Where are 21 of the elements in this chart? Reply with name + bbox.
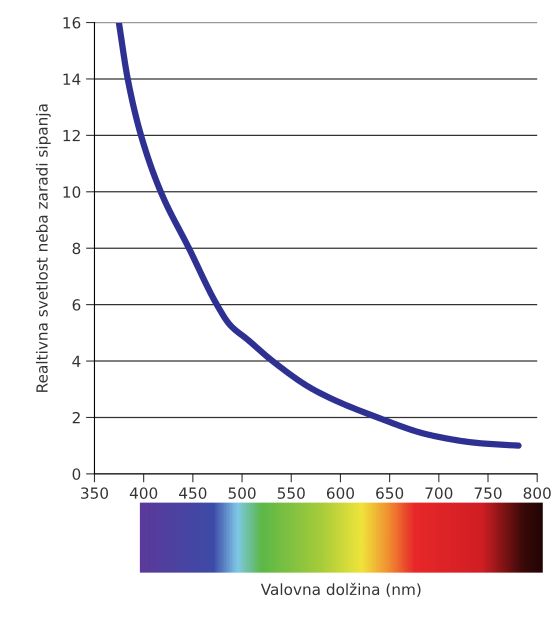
y-tick-label: 10 [64,186,80,198]
y-tick-label: 2 [72,412,80,424]
x-tick-label: 800 [524,487,551,499]
y-tick-label: 4 [72,356,80,367]
x-tick-label: 550 [278,487,305,499]
x-tick-label: 350 [81,487,108,499]
y-tick-label: 12 [64,130,80,142]
x-tick-label: 650 [376,487,404,499]
x-tick-label: 500 [228,487,256,499]
y-tick-label: 6 [72,299,80,311]
text: Valovna dolžina (nm) [260,582,421,597]
y-tick-label: 16 [64,17,80,29]
x-tick-label: 600 [326,487,354,499]
x-tick-label: 400 [130,487,158,499]
x-tick-label: 450 [179,487,206,499]
x-tick-label: 700 [425,487,452,499]
y-tick-label: 8 [72,242,80,254]
y-tick-label: 0 [72,468,80,480]
y-axis-title: Realtivna svetlost neba zaradi sipanja [36,104,51,392]
x-tick-label: 750 [474,487,502,499]
y-tick-label: 14 [64,74,80,85]
